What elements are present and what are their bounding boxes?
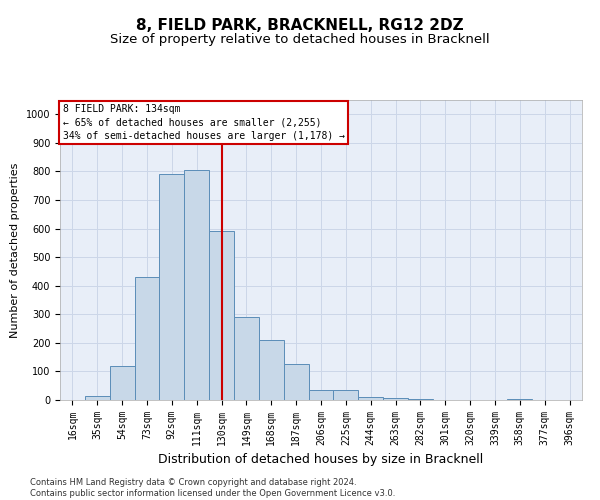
Bar bbox=[184, 170, 209, 400]
Y-axis label: Number of detached properties: Number of detached properties bbox=[10, 162, 20, 338]
X-axis label: Distribution of detached houses by size in Bracknell: Distribution of detached houses by size … bbox=[158, 454, 484, 466]
Bar bbox=[308, 390, 334, 400]
Bar bbox=[284, 364, 308, 400]
Text: Contains HM Land Registry data © Crown copyright and database right 2024.
Contai: Contains HM Land Registry data © Crown c… bbox=[30, 478, 395, 498]
Text: 8, FIELD PARK, BRACKNELL, RG12 2DZ: 8, FIELD PARK, BRACKNELL, RG12 2DZ bbox=[136, 18, 464, 32]
Bar bbox=[110, 366, 134, 400]
Bar bbox=[358, 397, 383, 400]
Bar bbox=[85, 396, 110, 400]
Bar bbox=[234, 317, 259, 400]
Bar bbox=[334, 390, 358, 400]
Bar bbox=[160, 174, 184, 400]
Bar bbox=[508, 398, 532, 400]
Bar bbox=[134, 277, 160, 400]
Bar bbox=[408, 398, 433, 400]
Bar bbox=[383, 398, 408, 400]
Text: Size of property relative to detached houses in Bracknell: Size of property relative to detached ho… bbox=[110, 32, 490, 46]
Text: 8 FIELD PARK: 134sqm
← 65% of detached houses are smaller (2,255)
34% of semi-de: 8 FIELD PARK: 134sqm ← 65% of detached h… bbox=[62, 104, 344, 141]
Bar bbox=[209, 232, 234, 400]
Bar bbox=[259, 340, 284, 400]
